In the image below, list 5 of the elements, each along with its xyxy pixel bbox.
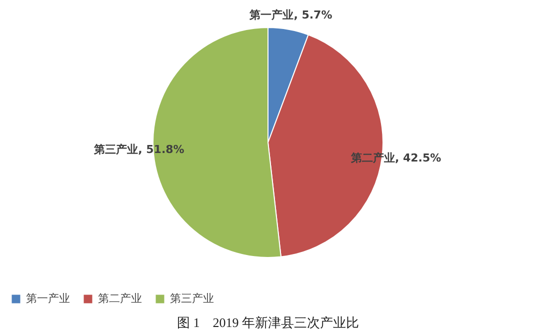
- text: 图 1 2019 年新津县三次产业比: [177, 315, 359, 330]
- data-label: 第一产业, 5.7%: [248, 8, 332, 22]
- legend-label: 第二产业: [98, 292, 142, 305]
- legend-label: 第一产业: [26, 292, 70, 305]
- legend-label: 第三产业: [170, 292, 214, 305]
